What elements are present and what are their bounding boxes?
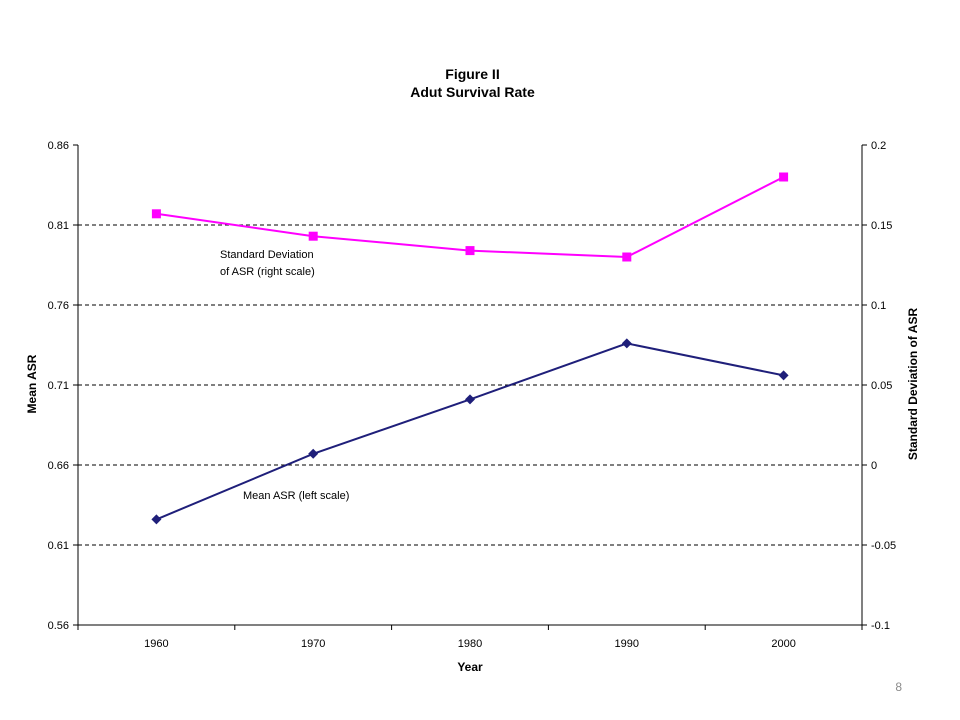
diamond-point: [621, 338, 632, 349]
right-tick-label: -0.1: [871, 620, 890, 632]
diamond-point: [778, 370, 789, 381]
x-axis-title: Year: [457, 660, 483, 674]
right-axis-title: Standard Deviation of ASR: [906, 308, 920, 461]
right-tick-label: 0.2: [871, 140, 886, 152]
annotation-std-line2: of ASR (right scale): [220, 266, 315, 278]
diamond-point: [151, 514, 162, 525]
series-line-2: [156, 176, 785, 259]
left-tick-label: 0.86: [48, 140, 69, 152]
square-point: [779, 172, 789, 182]
left-tick-label: 0.61: [48, 540, 69, 552]
annotation-mean: Mean ASR (left scale): [243, 490, 349, 502]
diamond-point: [465, 394, 475, 405]
right-tick-label: 0: [871, 460, 877, 472]
left-axis-ticks: 0.56 0.61 0.66 0.71 0.76 0.81 0.86: [48, 140, 78, 632]
left-tick-label: 0.81: [48, 220, 69, 232]
x-tick-label: 2000: [771, 638, 795, 650]
left-tick-label: 0.76: [48, 300, 69, 312]
x-axis-ticks: 1960 1970 1980 1990 2000: [77, 625, 863, 650]
gridlines: [78, 224, 862, 546]
right-axis-ticks: -0.1 -0.05 0 0.05 0.1 0.15 0.2: [862, 140, 896, 632]
chart-subtitle: Adut Survival Rate: [410, 84, 535, 100]
right-tick-label: -0.05: [871, 540, 896, 552]
x-tick-label: 1960: [144, 638, 168, 650]
square-point: [622, 252, 632, 262]
x-tick-label: 1980: [458, 638, 482, 650]
x-tick-label: 1970: [301, 638, 325, 650]
square-point: [465, 246, 475, 256]
left-axis-title: Mean ASR: [25, 354, 39, 413]
square-point: [308, 231, 318, 241]
square-point: [151, 209, 161, 219]
left-tick-label: 0.66: [48, 460, 69, 472]
left-tick-label: 0.71: [48, 380, 69, 392]
annotation-std-line1: Standard Deviation: [220, 249, 314, 261]
right-tick-label: 0.1: [871, 300, 886, 312]
left-tick-label: 0.56: [48, 620, 69, 632]
diamond-point: [308, 448, 319, 459]
page-number: 8: [895, 680, 902, 694]
series-group: [151, 172, 789, 525]
chart-title: Figure II: [445, 66, 500, 82]
right-tick-label: 0.15: [871, 220, 892, 232]
x-tick-label: 1990: [615, 638, 639, 650]
right-tick-label: 0.05: [871, 380, 892, 392]
